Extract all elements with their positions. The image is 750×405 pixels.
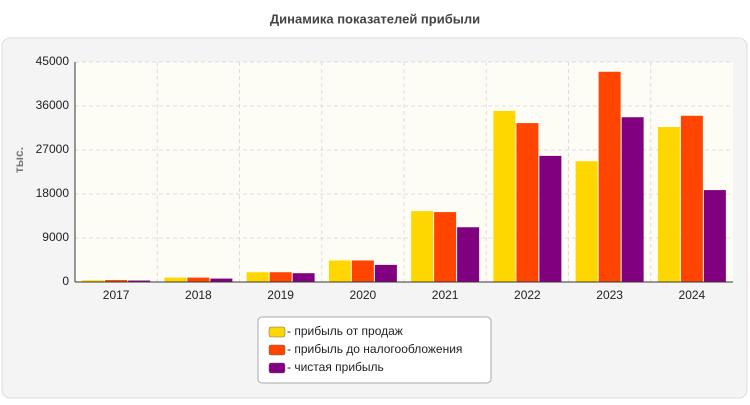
y-tick-label: 27000 bbox=[36, 142, 70, 156]
x-tick-label: 2023 bbox=[596, 288, 623, 302]
bar bbox=[246, 272, 269, 282]
x-tick-label: 2022 bbox=[514, 288, 541, 302]
bar bbox=[539, 155, 562, 282]
bar bbox=[292, 273, 315, 282]
y-tick-label: 18000 bbox=[36, 186, 70, 200]
legend-swatch bbox=[268, 344, 286, 356]
y-tick-label: 45000 bbox=[36, 54, 70, 68]
bar bbox=[328, 260, 351, 282]
x-tick-label: 2021 bbox=[432, 288, 459, 302]
bar bbox=[82, 280, 105, 282]
y-tick-label: 0 bbox=[62, 274, 69, 288]
y-tick-label: 36000 bbox=[36, 98, 70, 112]
x-tick-label: 2017 bbox=[103, 288, 130, 302]
bar bbox=[187, 277, 210, 282]
y-tick-label: 9000 bbox=[42, 230, 69, 244]
x-tick-label: 2018 bbox=[185, 288, 212, 302]
x-tick-label: 2019 bbox=[267, 288, 294, 302]
y-axis-label: тыс. bbox=[12, 147, 26, 173]
bar bbox=[164, 277, 187, 282]
bar bbox=[210, 278, 233, 282]
x-tick-label: 2020 bbox=[350, 288, 377, 302]
bar bbox=[374, 264, 397, 282]
legend-swatch bbox=[268, 326, 286, 338]
bar bbox=[575, 161, 598, 282]
bar bbox=[657, 127, 680, 283]
bar bbox=[493, 110, 516, 282]
bar bbox=[269, 272, 292, 282]
bar bbox=[680, 115, 703, 283]
legend-swatch bbox=[268, 362, 286, 374]
bar bbox=[411, 211, 434, 282]
legend-label: - прибыль до налогообложения bbox=[287, 342, 462, 356]
bar bbox=[457, 227, 480, 282]
bar bbox=[434, 212, 457, 282]
x-tick-label: 2024 bbox=[679, 288, 706, 302]
bar bbox=[128, 280, 151, 282]
bar bbox=[105, 280, 128, 282]
bar bbox=[516, 123, 539, 282]
bar bbox=[703, 190, 726, 282]
legend-label: - прибыль от продаж bbox=[287, 324, 403, 338]
chart-title: Динамика показателей прибыли bbox=[270, 11, 480, 26]
legend-box bbox=[257, 316, 492, 384]
legend-label: - чистая прибыль bbox=[287, 360, 384, 374]
bar bbox=[621, 117, 644, 282]
bar bbox=[598, 71, 621, 283]
bar bbox=[351, 260, 374, 282]
